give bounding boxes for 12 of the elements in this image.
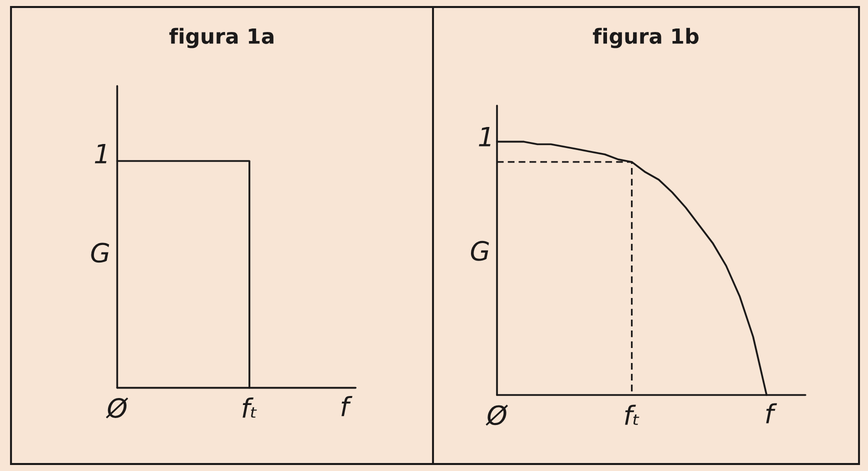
x-axis-title: f — [766, 403, 777, 424]
y-axis-title: G — [470, 240, 489, 261]
annotation: 1 — [94, 144, 106, 164]
x-tick-label: Ø — [106, 397, 128, 418]
annotation: 1 — [478, 127, 490, 146]
chart-title: figura 1a — [169, 28, 274, 48]
x-tick-label: fₜ — [625, 404, 640, 425]
chart-title: figura 1b — [592, 28, 699, 48]
x-tick-label: fₜ — [242, 398, 257, 418]
y-axis-title: G — [91, 242, 110, 263]
x-axis-title: f — [342, 396, 352, 416]
x-tick-label: Ø — [486, 404, 508, 426]
